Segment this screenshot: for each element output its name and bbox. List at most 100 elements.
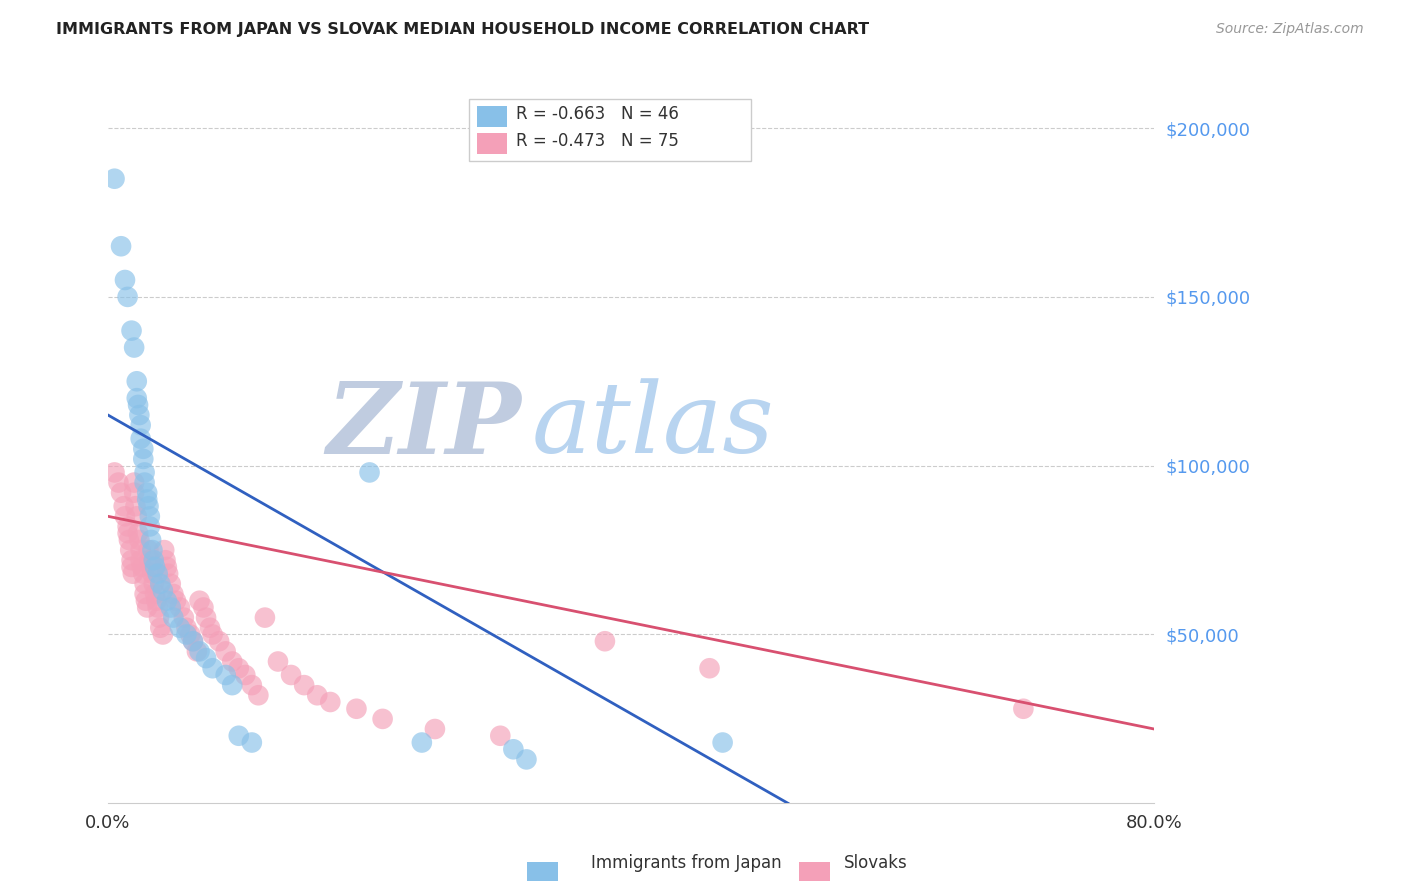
Point [179, 627, 201, 641]
Point [371, 712, 394, 726]
Point [221, 678, 243, 692]
Point [134, 466, 156, 480]
Text: R = -0.663   N = 46: R = -0.663 N = 46 [516, 104, 679, 123]
Point [423, 722, 446, 736]
Point [142, 577, 165, 591]
Point [136, 600, 159, 615]
Point [122, 485, 145, 500]
Point [141, 566, 163, 581]
Point [141, 543, 163, 558]
Point [157, 566, 180, 581]
Point [131, 560, 153, 574]
Point [132, 566, 155, 581]
FancyBboxPatch shape [477, 106, 506, 127]
Text: IMMIGRANTS FROM JAPAN VS SLOVAK MEDIAN HOUSEHOLD INCOME CORRELATION CHART: IMMIGRANTS FROM JAPAN VS SLOVAK MEDIAN H… [56, 22, 869, 37]
Point [188, 644, 211, 658]
Point [155, 553, 177, 567]
Point [142, 553, 165, 567]
Point [139, 553, 162, 567]
Point [107, 475, 129, 490]
Point [319, 695, 342, 709]
Point [346, 702, 368, 716]
Point [139, 519, 162, 533]
Point [132, 451, 155, 466]
Point [148, 610, 170, 624]
Point [240, 735, 263, 749]
Point [127, 526, 149, 541]
Point [143, 560, 166, 574]
Text: Immigrants from Japan: Immigrants from Japan [591, 855, 782, 872]
Point [138, 499, 160, 513]
Point [156, 593, 179, 607]
Point [125, 374, 148, 388]
Point [1012, 702, 1035, 716]
Point [135, 593, 157, 607]
Point [129, 543, 152, 558]
Point [121, 324, 143, 338]
Point [188, 593, 211, 607]
Point [143, 587, 166, 601]
Point [162, 610, 184, 624]
Point [118, 533, 141, 547]
Point [127, 398, 149, 412]
Point [181, 634, 204, 648]
Point [122, 475, 145, 490]
Point [145, 593, 167, 607]
Point [240, 678, 263, 692]
Point [502, 742, 524, 756]
Point [128, 408, 150, 422]
Point [292, 678, 315, 692]
Point [149, 621, 172, 635]
Point [515, 752, 537, 766]
Point [176, 627, 198, 641]
Point [125, 509, 148, 524]
Point [280, 668, 302, 682]
Point [129, 553, 152, 567]
Point [247, 688, 270, 702]
Point [711, 735, 734, 749]
Point [117, 519, 139, 533]
Point [114, 273, 136, 287]
Point [114, 509, 136, 524]
Point [411, 735, 433, 749]
FancyBboxPatch shape [477, 133, 506, 153]
Text: R = -0.473   N = 75: R = -0.473 N = 75 [516, 132, 679, 150]
Point [176, 621, 198, 635]
Point [129, 418, 152, 433]
Point [215, 668, 238, 682]
Point [117, 526, 139, 541]
Text: Source: ZipAtlas.com: Source: ZipAtlas.com [1216, 22, 1364, 37]
Point [122, 341, 145, 355]
Point [221, 655, 243, 669]
Point [110, 485, 132, 500]
Point [139, 509, 162, 524]
Point [132, 442, 155, 456]
Text: atlas: atlas [531, 378, 775, 474]
Point [173, 610, 195, 624]
Point [153, 543, 176, 558]
Point [121, 553, 143, 567]
Point [136, 492, 159, 507]
Point [181, 634, 204, 648]
FancyBboxPatch shape [470, 99, 751, 161]
Point [165, 593, 187, 607]
Text: Slovaks: Slovaks [844, 855, 907, 872]
Point [134, 475, 156, 490]
Point [103, 466, 125, 480]
Point [128, 533, 150, 547]
Point [112, 499, 135, 513]
Point [233, 668, 256, 682]
Point [156, 560, 179, 574]
Point [152, 627, 174, 641]
Point [134, 577, 156, 591]
Point [162, 587, 184, 601]
Point [593, 634, 616, 648]
Point [195, 651, 218, 665]
Point [201, 661, 224, 675]
Point [139, 533, 162, 547]
Point [110, 239, 132, 253]
Point [136, 485, 159, 500]
Point [121, 560, 143, 574]
Point [129, 432, 152, 446]
Point [307, 688, 329, 702]
